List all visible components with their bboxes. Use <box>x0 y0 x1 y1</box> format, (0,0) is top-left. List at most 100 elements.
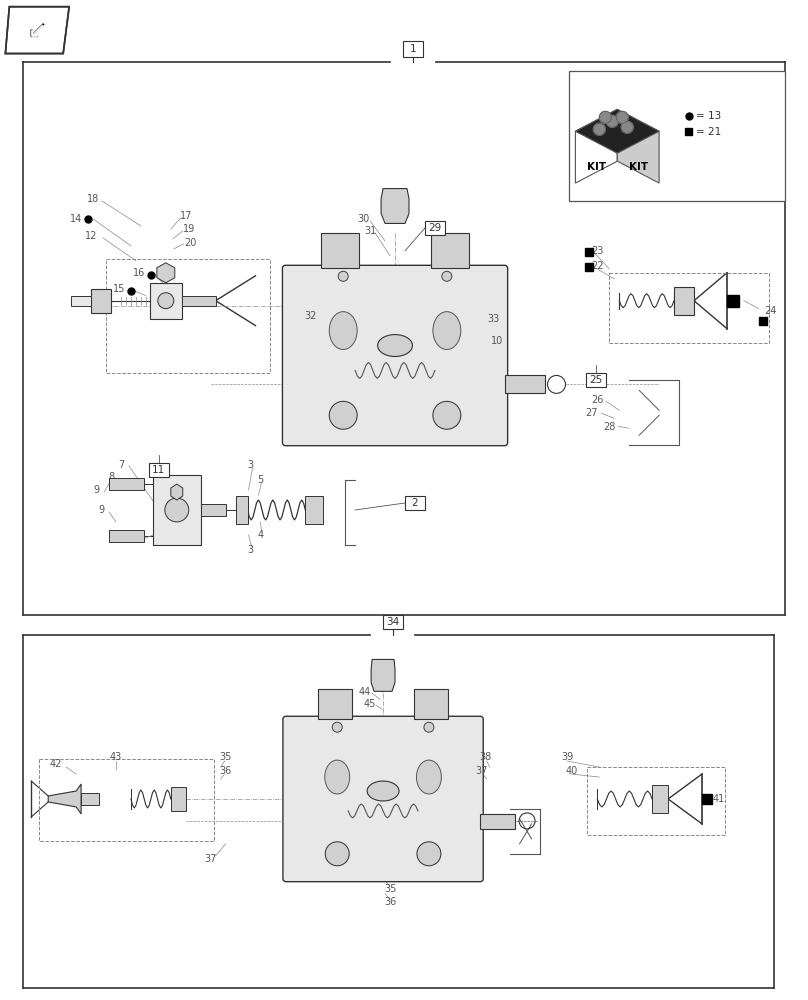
Text: ↙: ↙ <box>28 22 47 42</box>
Circle shape <box>433 401 461 429</box>
Circle shape <box>617 111 629 123</box>
Bar <box>182 296 216 306</box>
Text: 37: 37 <box>476 766 488 776</box>
Text: 35: 35 <box>220 752 232 762</box>
Circle shape <box>326 842 349 866</box>
Text: KIT: KIT <box>629 162 648 172</box>
Text: 18: 18 <box>87 194 99 204</box>
Bar <box>91 289 111 313</box>
Bar <box>425 221 445 235</box>
Bar <box>322 233 359 268</box>
Polygon shape <box>6 7 69 54</box>
FancyBboxPatch shape <box>283 716 483 882</box>
Text: 41: 41 <box>713 794 725 804</box>
Text: 36: 36 <box>220 766 232 776</box>
Bar <box>170 787 186 811</box>
Bar <box>200 504 225 516</box>
Text: 2: 2 <box>411 498 419 508</box>
Text: 39: 39 <box>562 752 574 762</box>
Text: 32: 32 <box>304 311 317 321</box>
Bar <box>383 615 403 629</box>
Bar <box>405 496 425 510</box>
Text: 29: 29 <box>428 223 441 233</box>
Polygon shape <box>381 189 409 223</box>
Circle shape <box>600 111 612 123</box>
Bar <box>403 41 423 57</box>
Text: 27: 27 <box>585 408 598 418</box>
Text: 17: 17 <box>179 211 192 221</box>
Polygon shape <box>7 9 67 52</box>
Text: 4: 4 <box>258 530 263 540</box>
Text: 15: 15 <box>113 284 125 294</box>
Text: 6: 6 <box>133 535 139 545</box>
Text: 43: 43 <box>110 752 122 762</box>
Text: 25: 25 <box>590 375 603 385</box>
Bar <box>609 273 768 343</box>
Ellipse shape <box>433 312 461 350</box>
Circle shape <box>442 271 452 281</box>
Circle shape <box>621 121 633 133</box>
Bar <box>414 689 448 719</box>
Text: 28: 28 <box>603 422 616 432</box>
Text: 16: 16 <box>133 268 145 278</box>
Text: = 13: = 13 <box>696 111 722 121</box>
Text: 33: 33 <box>487 314 500 324</box>
Ellipse shape <box>367 781 399 801</box>
Circle shape <box>158 293 174 309</box>
Text: = 21: = 21 <box>696 127 722 137</box>
Text: ↙: ↙ <box>27 20 48 44</box>
Text: 3: 3 <box>247 545 254 555</box>
Bar <box>153 475 200 545</box>
Bar <box>318 689 352 719</box>
Bar <box>236 496 247 524</box>
Text: 3: 3 <box>247 460 254 470</box>
Ellipse shape <box>329 312 357 350</box>
FancyBboxPatch shape <box>283 265 507 446</box>
Circle shape <box>329 401 357 429</box>
Bar <box>570 71 785 201</box>
Circle shape <box>424 722 434 732</box>
Bar <box>81 793 99 805</box>
Circle shape <box>606 115 618 127</box>
Text: 1: 1 <box>410 44 416 54</box>
Text: 20: 20 <box>184 238 197 248</box>
Bar <box>674 287 694 315</box>
Text: 30: 30 <box>357 214 369 224</box>
Bar <box>727 295 739 307</box>
Ellipse shape <box>377 335 412 356</box>
Bar <box>505 375 545 393</box>
Polygon shape <box>575 109 659 153</box>
Ellipse shape <box>416 760 441 794</box>
Text: 5: 5 <box>258 475 263 485</box>
Text: 7: 7 <box>118 460 124 470</box>
Circle shape <box>332 722 343 732</box>
Polygon shape <box>371 659 395 691</box>
Text: 44: 44 <box>359 687 371 697</box>
Ellipse shape <box>325 760 350 794</box>
Bar <box>149 283 182 319</box>
Text: 22: 22 <box>591 261 604 271</box>
Text: KIT: KIT <box>587 162 606 172</box>
Bar <box>587 767 725 835</box>
Polygon shape <box>617 109 659 183</box>
Text: 37: 37 <box>204 854 217 864</box>
Text: 9: 9 <box>98 505 104 515</box>
Bar <box>109 530 144 542</box>
Bar <box>431 233 469 268</box>
Text: 40: 40 <box>566 766 578 776</box>
Text: 45: 45 <box>364 699 377 709</box>
Polygon shape <box>157 263 175 283</box>
Text: 12: 12 <box>85 231 97 241</box>
Bar <box>480 814 516 829</box>
Bar <box>109 478 144 490</box>
Text: 10: 10 <box>490 336 503 346</box>
Polygon shape <box>170 484 183 500</box>
Bar <box>71 296 91 306</box>
Text: 11: 11 <box>152 465 166 475</box>
Bar <box>585 248 593 256</box>
Text: 31: 31 <box>364 226 377 236</box>
Text: 14: 14 <box>70 214 82 224</box>
Circle shape <box>165 498 189 522</box>
Polygon shape <box>48 784 81 814</box>
Text: 9: 9 <box>93 485 99 495</box>
